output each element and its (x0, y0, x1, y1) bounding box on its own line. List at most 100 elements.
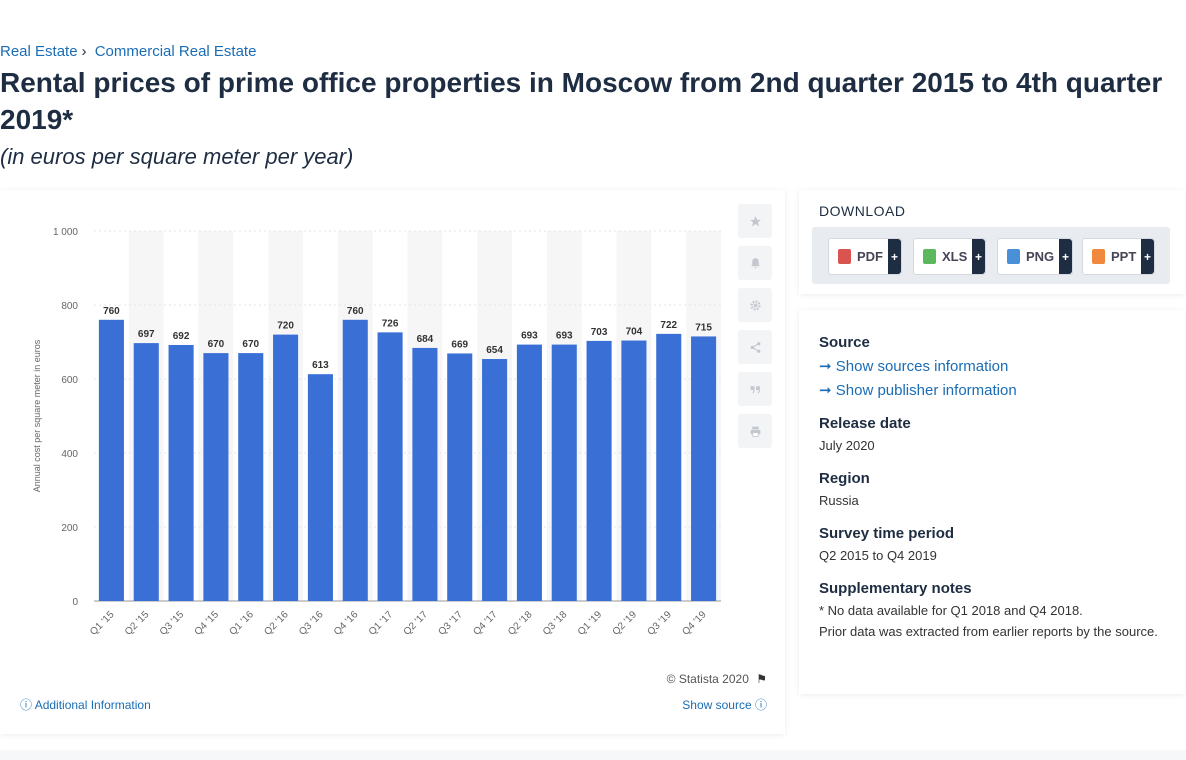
pdf-file-icon (838, 249, 851, 264)
plus-icon[interactable]: + (1141, 239, 1154, 274)
download-xls-label: XLS (942, 249, 967, 264)
bar (447, 353, 472, 601)
data-label: 670 (208, 339, 225, 350)
download-pdf-label: PDF (857, 249, 883, 264)
show-publisher-link[interactable]: ➞ Show publisher information (819, 381, 1017, 399)
region-value: Russia (819, 490, 1159, 511)
share-button[interactable] (738, 330, 772, 364)
show-sources-link[interactable]: ➞ Show sources information (819, 357, 1008, 375)
bar (169, 345, 194, 601)
y-tick-label: 1 000 (53, 227, 78, 238)
y-axis-title: Annual cost per square meter in euros (32, 339, 42, 492)
data-label: 613 (312, 360, 329, 371)
bar (203, 353, 228, 601)
bar (134, 343, 159, 601)
notification-button[interactable] (738, 246, 772, 280)
download-bar: PDF + XLS + PNG + PPT + (812, 227, 1170, 284)
additional-information-link[interactable]: ⓘ Additional Information (20, 696, 151, 713)
data-label: 693 (556, 331, 573, 342)
download-ppt-label: PPT (1111, 249, 1136, 264)
show-source-link[interactable]: Show source ⓘ (682, 696, 767, 713)
copyright-text: © Statista 2020 (667, 672, 749, 686)
info-panel: Source ➞ Show sources information ➞ Show… (799, 310, 1185, 694)
page-title: Rental prices of prime office properties… (0, 64, 1186, 138)
settings-button[interactable] (738, 288, 772, 322)
data-label: 760 (103, 306, 120, 317)
download-xls-button[interactable]: XLS + (913, 238, 986, 275)
x-tick-label: Q1 '17 (367, 609, 396, 638)
bar (343, 320, 368, 601)
bar (308, 374, 333, 601)
bell-icon (749, 257, 762, 270)
x-tick-label: Q4 '19 (680, 609, 709, 638)
x-tick-label: Q3 '17 (436, 609, 465, 638)
download-png-button[interactable]: PNG + (997, 238, 1073, 275)
x-tick-label: Q3 '15 (158, 609, 187, 638)
chart-card: 0 200 400 600 800 1 000 Annual cost per square… (0, 190, 785, 734)
gear-icon (749, 299, 762, 312)
breadcrumb-separator: › (82, 43, 87, 60)
y-tick-label: 600 (61, 375, 78, 386)
download-ppt-button[interactable]: PPT + (1082, 238, 1155, 275)
favorite-button[interactable] (738, 204, 772, 238)
breadcrumb: Real Estate › Commercial Real Estate (0, 43, 256, 60)
page-subtitle: (in euros per square meter per year) (0, 144, 353, 170)
flag-icon[interactable]: ⚑ (756, 672, 767, 686)
survey-period-value: Q2 2015 to Q4 2019 (819, 545, 1159, 566)
bar (656, 334, 681, 601)
breadcrumb-commercial-real-estate[interactable]: Commercial Real Estate (95, 43, 257, 60)
download-panel: DOWNLOAD PDF + XLS + PNG + PPT + (799, 190, 1185, 294)
y-tick-label: 400 (61, 449, 78, 460)
data-label: 715 (695, 322, 712, 333)
copyright: © Statista 2020 ⚑ (667, 672, 767, 686)
x-tick-label: Q3 '16 (297, 609, 326, 638)
source-heading: Source (819, 334, 870, 351)
png-file-icon (1007, 249, 1020, 264)
x-tick-label: Q4 '15 (193, 609, 222, 638)
bar (99, 320, 124, 601)
print-button[interactable] (738, 414, 772, 448)
bar (552, 345, 577, 601)
plus-icon[interactable]: + (888, 239, 901, 274)
bar (482, 359, 507, 601)
star-icon (749, 215, 762, 228)
x-tick-label: Q2 '15 (123, 609, 152, 638)
y-tick-label: 200 (61, 523, 78, 534)
cite-button[interactable] (738, 372, 772, 406)
arrow-right-icon: ➞ (819, 382, 832, 399)
xls-file-icon (923, 249, 936, 264)
plus-icon[interactable]: + (1059, 239, 1072, 274)
bar (517, 345, 542, 601)
bar (273, 335, 298, 601)
region-heading: Region (819, 470, 870, 487)
data-label: 722 (660, 320, 677, 331)
release-date-heading: Release date (819, 415, 911, 432)
data-label: 654 (486, 345, 503, 356)
data-label: 693 (521, 331, 538, 342)
x-tick-label: Q2 '17 (402, 609, 431, 638)
x-tick-label: Q1 '15 (88, 609, 117, 638)
data-label: 704 (626, 327, 643, 338)
data-label: 684 (417, 334, 434, 345)
plus-icon[interactable]: + (972, 239, 985, 274)
print-icon (749, 425, 762, 438)
download-png-label: PNG (1026, 249, 1054, 264)
share-icon (749, 341, 762, 354)
bar (621, 341, 646, 601)
arrow-right-icon: ➞ (819, 358, 832, 375)
supplementary-note-2: Prior data was extracted from earlier re… (819, 621, 1159, 642)
data-label: 669 (451, 339, 468, 350)
bar (587, 341, 612, 601)
ppt-file-icon (1092, 249, 1105, 264)
x-tick-label: Q1 '16 (227, 609, 256, 638)
bar-chart: 0 200 400 600 800 1 000 Annual cost per square… (0, 190, 730, 660)
x-tick-label: Q2 '18 (506, 609, 535, 638)
x-tick-label: Q3 '19 (645, 609, 674, 638)
breadcrumb-real-estate[interactable]: Real Estate (0, 43, 78, 60)
show-source-label: Show source (682, 698, 751, 712)
x-tick-label: Q4 '17 (471, 609, 500, 638)
data-label: 726 (382, 318, 399, 329)
x-tick-label: Q3 '18 (541, 609, 570, 638)
download-pdf-button[interactable]: PDF + (828, 238, 902, 275)
data-label: 692 (173, 331, 190, 342)
